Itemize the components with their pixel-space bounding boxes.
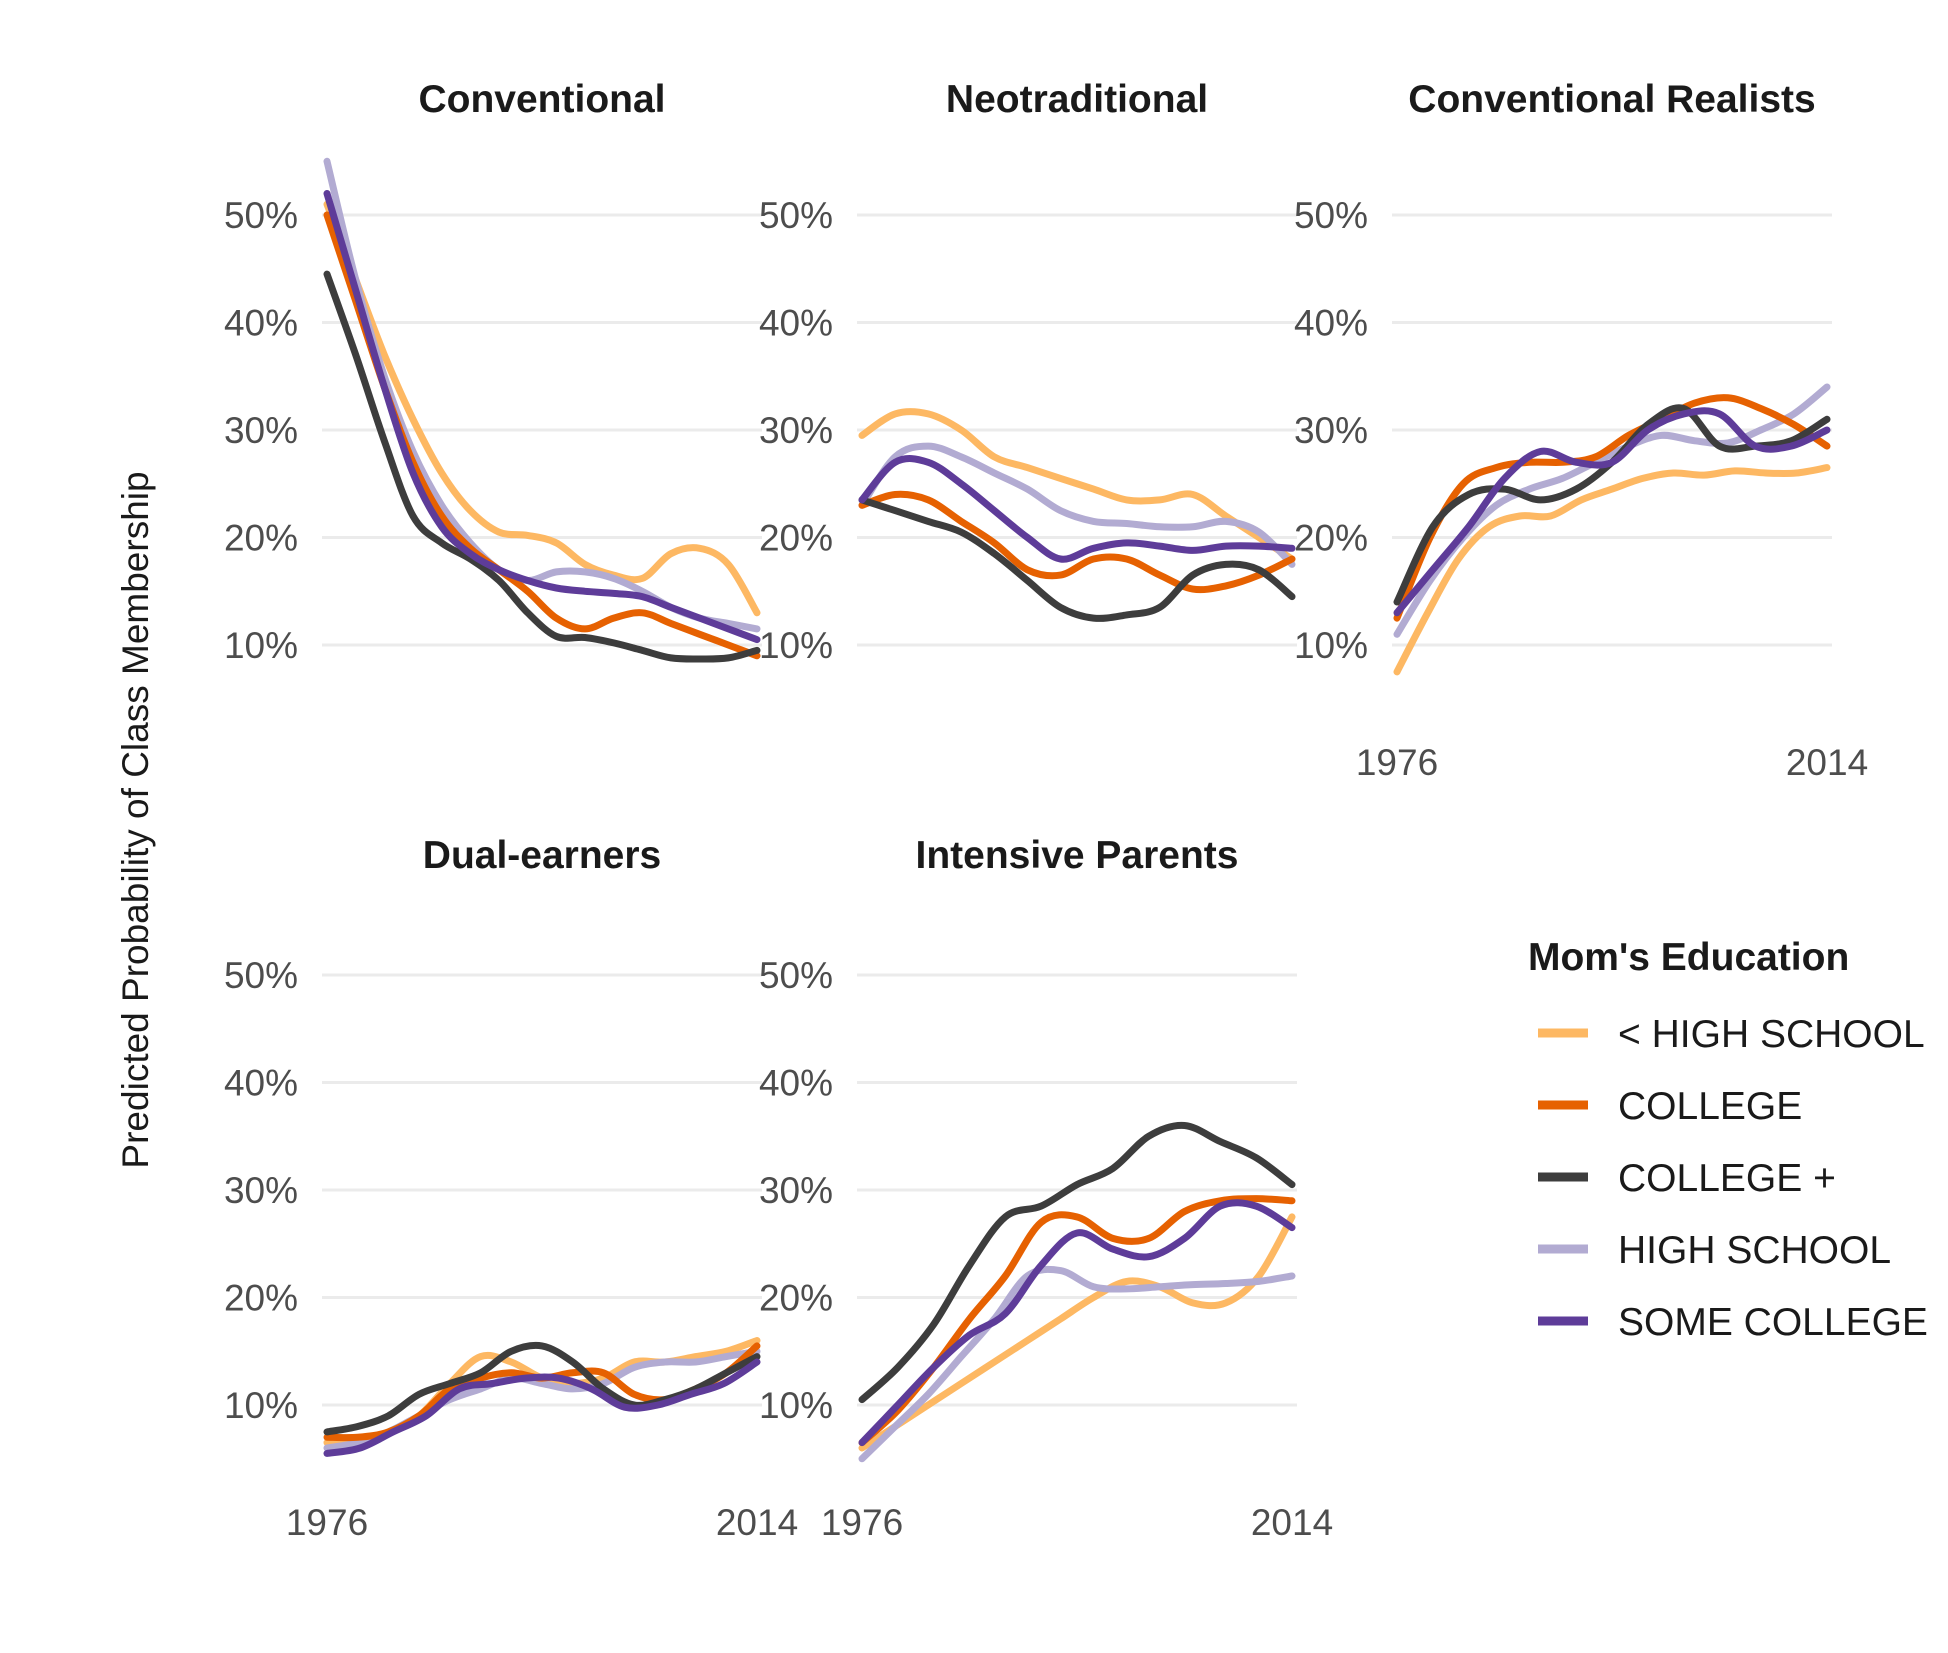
x-tick-label: 1976 (1356, 742, 1438, 783)
y-tick-label: 30% (759, 1170, 833, 1211)
y-tick-label: 10% (1294, 625, 1368, 666)
series-line-high-school (323, 157, 761, 633)
panel-conventional: Conventional 10% 20% 30% 40% 50% (224, 78, 762, 666)
x-tick-label: 2014 (716, 1502, 798, 1543)
series-line-college (323, 211, 761, 660)
panel-title: Conventional (418, 78, 665, 121)
legend-label: SOME COLLEGE (1618, 1301, 1928, 1344)
series-line-high-school (858, 1213, 1296, 1452)
y-tick-label: 20% (224, 1278, 298, 1319)
y-tick-label: 40% (759, 303, 833, 344)
y-tick-label: 50% (1294, 195, 1368, 236)
y-tick-label: 20% (224, 518, 298, 559)
y-tick-label: 50% (224, 195, 298, 236)
legend-item-high-school: < HIGH SCHOOL (1538, 1013, 1925, 1056)
panel-neotraditional: Neotraditional 10% 20% 30% 40% 50% (759, 78, 1297, 666)
y-tick-label: 30% (224, 1170, 298, 1211)
y-tick-label: 40% (224, 303, 298, 344)
y-tick-label: 10% (759, 1385, 833, 1426)
panels-layer: Conventional10%20%30%40%50%Neotraditiona… (224, 78, 1868, 1543)
series-line-some-college (323, 1358, 761, 1457)
series-line-high-school (858, 1265, 1296, 1463)
series-line-high-school (1393, 464, 1831, 676)
series-line-some-college (858, 1199, 1296, 1447)
y-tick-label: 30% (759, 410, 833, 451)
x-tick-label: 2014 (1251, 1502, 1333, 1543)
series-line-college (858, 490, 1296, 594)
legend-item-high-school: HIGH SCHOOL (1538, 1229, 1891, 1272)
y-axis-title: Predicted Probability of Class Membershi… (115, 471, 156, 1168)
y-tick-label: 20% (759, 518, 833, 559)
y-tick-label: 10% (224, 1385, 298, 1426)
y-tick-label: 10% (759, 625, 833, 666)
series-line-college (323, 270, 761, 663)
panel-title: Conventional Realists (1408, 78, 1815, 121)
y-tick-label: 30% (1294, 410, 1368, 451)
y-tick-label: 50% (759, 955, 833, 996)
series-line-college (1393, 404, 1831, 606)
series-line-college (858, 496, 1296, 622)
y-tick-label: 50% (224, 955, 298, 996)
y-tick-label: 20% (1294, 518, 1368, 559)
panel-conventional-realists: Conventional Realists 10% 20% 30% 40% 50% 1976… (1294, 78, 1868, 783)
panel-intensive-parents: Intensive Parents 10% 20% 30% 40% 50% 1976 2014 (759, 834, 1333, 1543)
panel-title: Intensive Parents (916, 834, 1239, 877)
legend-item-college: COLLEGE (1538, 1085, 1802, 1128)
x-tick-label: 1976 (286, 1502, 368, 1543)
legend-label: HIGH SCHOOL (1618, 1229, 1891, 1272)
legend: Mom's Education < HIGH SCHOOL COLLEGE COLL… (1528, 936, 1928, 1344)
series-line-some-college (1393, 407, 1831, 617)
y-tick-label: 30% (224, 410, 298, 451)
series-line-high-school (858, 408, 1296, 563)
y-tick-label: 40% (224, 1063, 298, 1104)
series-line-high-school (323, 200, 761, 617)
series-line-college (1393, 394, 1831, 622)
legend-items: < HIGH SCHOOL COLLEGE COLLEGE + HIGH SCHOOL… (1538, 1013, 1928, 1344)
series-line-college (858, 1121, 1296, 1404)
panel-title: Dual-earners (423, 834, 661, 877)
series-line-some-college (323, 190, 761, 644)
legend-label: < HIGH SCHOOL (1618, 1013, 1925, 1056)
x-tick-label: 2014 (1786, 742, 1868, 783)
series-line-high-school (858, 442, 1296, 568)
legend-item-college: COLLEGE + (1538, 1157, 1836, 1200)
legend-title: Mom's Education (1528, 936, 1849, 979)
legend-label: COLLEGE + (1618, 1157, 1836, 1200)
y-tick-label: 40% (759, 1063, 833, 1104)
series-line-some-college (858, 455, 1296, 563)
y-tick-label: 20% (759, 1278, 833, 1319)
legend-label: COLLEGE (1618, 1085, 1802, 1128)
y-tick-label: 50% (759, 195, 833, 236)
x-tick-label: 1976 (821, 1502, 903, 1543)
panel-dual-earners: Dual-earners 10% 20% 30% 40% 50% 1976 2014 (224, 834, 798, 1543)
series-line-high-school (1393, 383, 1831, 638)
y-tick-label: 10% (224, 625, 298, 666)
legend-item-some-college: SOME COLLEGE (1538, 1301, 1928, 1344)
y-tick-label: 40% (1294, 303, 1368, 344)
panel-title: Neotraditional (946, 78, 1208, 121)
